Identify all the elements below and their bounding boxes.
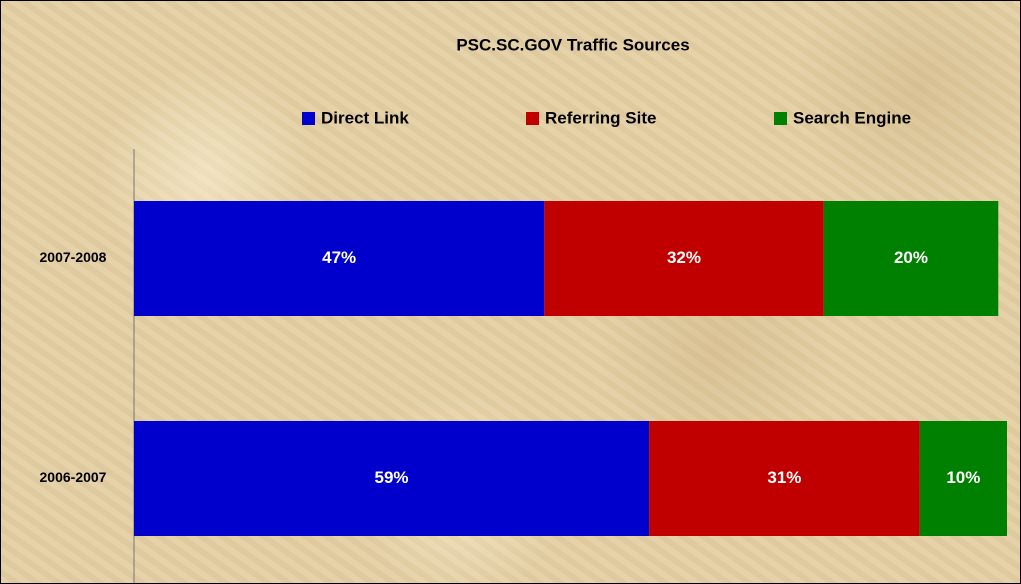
chart-title: PSC.SC.GOV Traffic Sources xyxy=(456,35,689,54)
data-label: 20% xyxy=(894,248,928,267)
legend-label: Referring Site xyxy=(545,108,656,127)
data-label: 32% xyxy=(667,248,701,267)
bar-segment xyxy=(134,201,545,316)
legend-swatch xyxy=(774,112,787,125)
bar-segment xyxy=(919,421,1007,536)
legend-label: Search Engine xyxy=(793,108,911,127)
data-label: 47% xyxy=(322,248,356,267)
y-tick-label: 2006-2007 xyxy=(40,469,107,485)
legend-swatch xyxy=(526,112,539,125)
data-label: 59% xyxy=(375,468,409,487)
legend-label: Direct Link xyxy=(321,108,409,127)
data-label: 31% xyxy=(767,468,801,487)
bar-segment xyxy=(544,201,824,316)
data-label: 10% xyxy=(946,468,980,487)
legend-swatch xyxy=(302,112,315,125)
y-tick-label: 2007-2008 xyxy=(40,249,107,265)
bar-segment xyxy=(823,201,999,316)
bar-segment xyxy=(649,421,920,536)
bar-segment xyxy=(134,421,650,536)
